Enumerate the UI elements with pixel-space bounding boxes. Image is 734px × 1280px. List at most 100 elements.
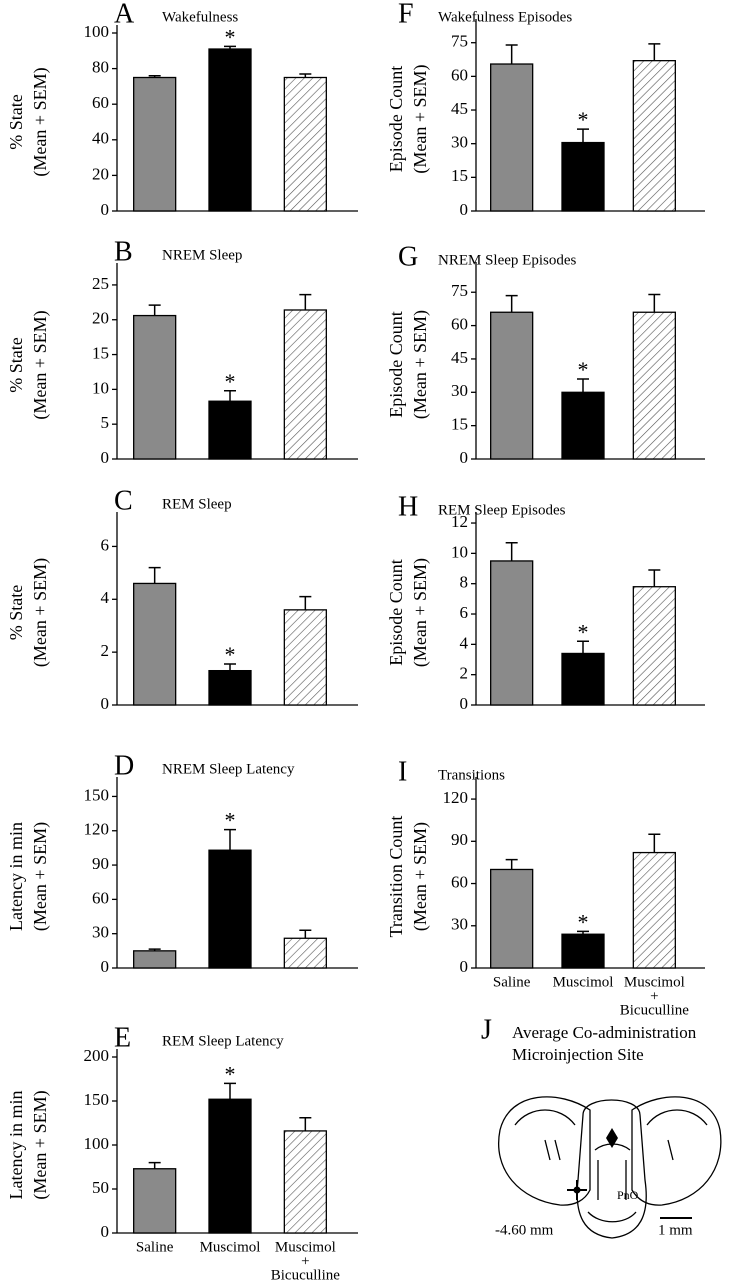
bar [283,937,327,969]
error-bar [224,390,236,402]
bar [632,60,676,212]
y-axis-label: Episode Count [386,66,406,173]
y-tick-label: 90 [451,830,468,849]
y-axis-label: Episode Count [386,559,406,666]
error-bar [224,828,236,851]
y-tick-label: 0 [101,448,110,467]
y-tick-label: 0 [101,200,110,219]
level-label: -4.60 mm [495,1222,554,1238]
bar-chart: D NREM Sleep Latency Latency in min (Mean +… [6,750,358,976]
significance-marker: * [225,369,236,394]
error-bar [648,43,661,61]
y-tick-label: 30 [92,923,109,942]
y-tick-label: 5 [101,413,110,432]
bar-chart: E REM Sleep Latency Latency in min (Mean + … [6,1022,358,1280]
bar-chart: C REM Sleep % State (Mean + SEM) 0 2 4 6 * [6,485,358,713]
x-tick-label: Saline [493,974,531,990]
y-axis-label: (Mean + SEM) [410,558,431,667]
bar [133,582,177,706]
y-tick-label: 30 [451,133,468,152]
ventricle [606,1128,618,1148]
y-axis-label: (Mean + SEM) [410,64,431,173]
y-tick-label: 0 [460,957,469,976]
panel-j: J Average Co-administration Microinjecti… [481,1014,722,1239]
panel-letter: J [481,1014,492,1045]
panel-title: NREM Sleep Episodes [438,252,576,268]
bar [208,849,252,969]
y-tick-label: 40 [92,129,109,148]
y-tick-label: 60 [451,314,468,333]
panel-letter: E [114,1022,131,1053]
y-axis-label: (Mean + SEM) [410,310,431,419]
y-tick-label: 60 [451,65,468,84]
region-label: PnO [617,1188,639,1202]
y-axis-label: (Mean + SEM) [410,822,431,931]
y-tick-label: 120 [443,788,469,807]
brain-outline [498,1096,722,1239]
error-bar [577,378,589,393]
y-axis-label: (Mean + SEM) [30,558,51,667]
error-bar [648,833,661,853]
bar [490,868,534,969]
y-tick-label: 0 [101,957,110,976]
error-bar [505,541,518,561]
significance-marker: * [225,24,236,49]
bar-chart: H REM Sleep Episodes Episode Count (Mean + … [386,491,705,713]
error-bar [148,304,161,316]
panel-letter: B [114,236,133,267]
error-bar [505,858,518,870]
bar [133,950,177,969]
error-bar [577,640,589,654]
y-tick-label: 6 [460,603,469,622]
error-bar [505,44,518,65]
y-tick-label: 90 [92,854,109,873]
error-bar [299,1116,312,1131]
panel-title: Transitions [438,767,505,783]
bar [632,851,676,969]
panel-letter: I [398,756,407,787]
y-axis-label: Latency in min [6,1091,26,1200]
y-axis-label: % State [6,337,26,393]
y-tick-label: 6 [101,535,110,554]
y-tick-label: 150 [84,1090,110,1109]
error-bar [648,293,661,313]
y-tick-label: 4 [101,588,110,607]
panel-letter: H [398,491,418,522]
panel-title: REM Sleep [162,496,232,512]
error-bar [224,663,236,671]
x-tick-label: Muscimol [200,1239,261,1255]
error-bar [299,293,312,310]
y-tick-label: 0 [460,448,469,467]
y-tick-label: 60 [451,872,468,891]
y-tick-label: 0 [460,200,469,219]
x-tick-label: Muscimol [624,974,685,990]
bar [561,933,605,969]
bar [283,1130,327,1234]
panel-title: REM Sleep Episodes [438,502,566,518]
y-tick-label: 20 [92,309,109,328]
panel-title: Wakefulness [162,9,238,25]
bar [208,669,252,706]
bar [208,48,252,212]
bar [490,311,534,460]
bar-chart: F Wakefulness Episodes Episode Count (Mean … [386,0,705,219]
significance-marker: * [225,1061,236,1086]
y-tick-label: 30 [451,381,468,400]
significance-marker: * [225,642,236,667]
y-axis-label: % State [6,94,26,150]
x-tick-label: Muscimol [275,1239,336,1255]
panel-letter: C [114,485,133,516]
bar [632,586,676,706]
y-tick-label: 75 [451,32,468,51]
y-tick-label: 25 [92,274,109,293]
y-tick-label: 0 [460,694,469,713]
y-tick-label: 15 [451,415,468,434]
significance-marker: * [578,909,589,934]
y-axis-label: (Mean + SEM) [30,1090,51,1199]
error-bar [224,1082,236,1100]
bar-chart: I Transitions Transition Count (Mean + SEM)… [386,756,705,1018]
bar-chart: B NREM Sleep % State (Mean + SEM) 0 5 10 15 20 25… [6,236,358,467]
bar [490,63,534,212]
bar [283,609,327,706]
